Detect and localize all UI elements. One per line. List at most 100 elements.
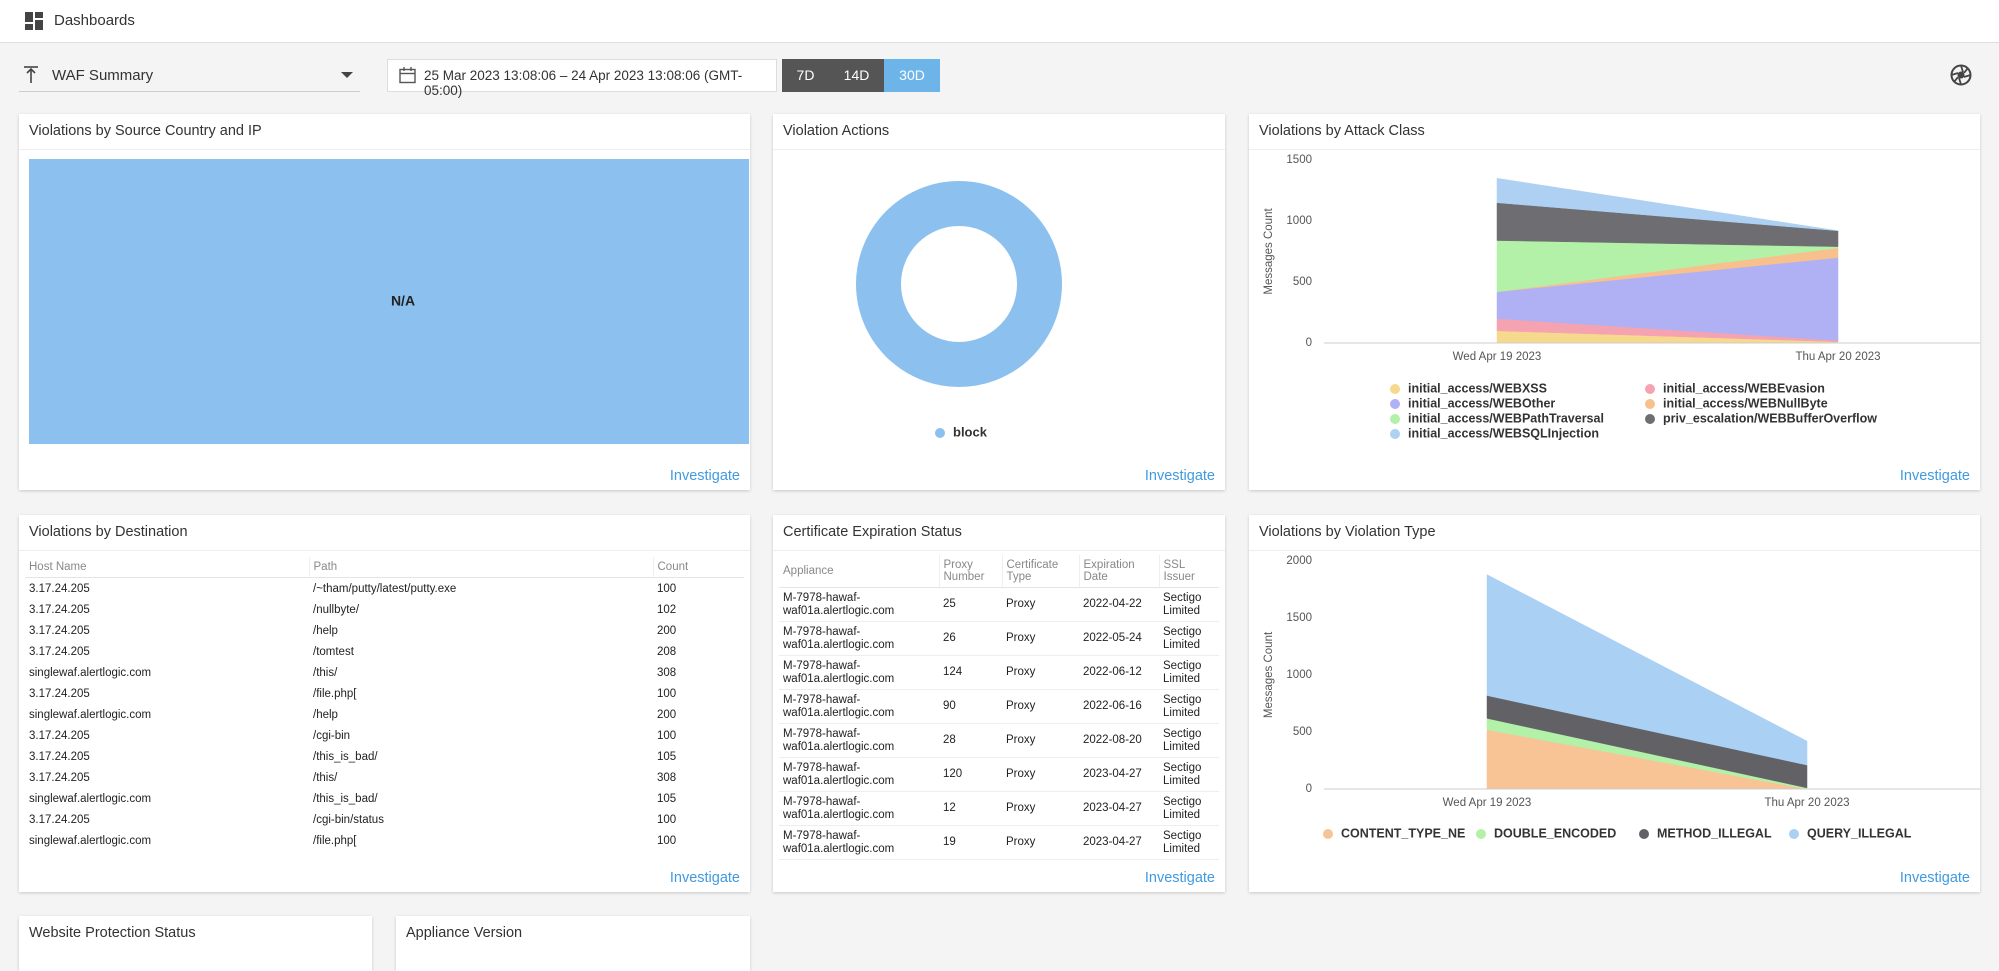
table-cell: 124 bbox=[939, 655, 1002, 690]
table-cell: Sectigo Limited bbox=[1159, 723, 1219, 758]
table-cell: /this_is_bad/ bbox=[313, 792, 378, 805]
legend-label: QUERY_ILLEGAL bbox=[1807, 826, 1912, 840]
table-cell: M-7978-hawaf-waf01a.alertlogic.com bbox=[779, 587, 939, 622]
investigate-link[interactable]: Investigate bbox=[1899, 468, 1970, 484]
table-cell: 90 bbox=[939, 689, 1002, 724]
table-cell: 100 bbox=[657, 834, 677, 847]
panel: Certificate Expiration Status Appliance P… bbox=[773, 515, 1225, 892]
table-cell: /this/ bbox=[313, 666, 338, 679]
table-cell: /cgi-bin bbox=[313, 729, 351, 742]
x-tick-label: Wed Apr 19 2023 bbox=[1453, 351, 1542, 363]
table-cell: 308 bbox=[657, 771, 677, 784]
table-cell: M-7978-hawaf-waf01a.alertlogic.com bbox=[779, 689, 939, 724]
table-row: M-7978-hawaf-waf01a.alertlogic.com 124 Pro… bbox=[779, 655, 1219, 690]
table-cell: Proxy bbox=[1002, 757, 1079, 792]
y-tick-label: 2000 bbox=[1286, 555, 1312, 567]
header: Dashboards bbox=[0, 0, 1999, 43]
column-header: Path bbox=[309, 557, 654, 578]
y-tick-label: 1500 bbox=[1286, 612, 1312, 624]
table-cell: 200 bbox=[657, 708, 677, 721]
panel-title: Certificate Expiration Status bbox=[773, 515, 1225, 551]
table-cell: 3.17.24.205 bbox=[29, 813, 90, 826]
panel: Appliance Version bbox=[396, 916, 750, 971]
panel-title: Violations by Destination bbox=[19, 515, 750, 551]
x-tick-label: Thu Apr 20 2023 bbox=[1764, 797, 1849, 809]
legend-marker bbox=[1789, 829, 1799, 839]
table-cell: singlewaf.alertlogic.com bbox=[29, 834, 152, 847]
legend-label: priv_escalation/WEBBufferOverflow bbox=[1663, 411, 1877, 425]
x-tick-label: Thu Apr 20 2023 bbox=[1795, 351, 1880, 363]
table-cell: 120 bbox=[939, 757, 1002, 792]
table-row: 3.17.24.205/tomtest 208 bbox=[25, 641, 744, 662]
table-cell: 105 bbox=[657, 750, 677, 763]
table-cell: /tomtest bbox=[313, 645, 354, 658]
dashboard-icon bbox=[25, 12, 43, 30]
panel-title: Appliance Version bbox=[406, 925, 523, 941]
table-cell: 3.17.24.205 bbox=[29, 582, 90, 595]
column-header: Certificate Type bbox=[1002, 555, 1080, 588]
table-cell: 2022-06-12 bbox=[1079, 655, 1159, 690]
investigate-link[interactable]: Investigate bbox=[1144, 468, 1215, 484]
table-wrap: Appliance Proxy Number Certificate Type Exp… bbox=[779, 551, 1219, 864]
y-axis-label: Messages Count bbox=[1263, 208, 1275, 295]
table-cell: 12 bbox=[939, 791, 1002, 826]
table-cell: /help bbox=[313, 708, 338, 721]
header-title: Dashboards bbox=[54, 12, 135, 29]
legend-marker bbox=[1476, 829, 1486, 839]
table-cell: 2022-06-16 bbox=[1079, 689, 1159, 724]
investigate-link[interactable]: Investigate bbox=[1899, 870, 1970, 886]
y-tick-label: 1500 bbox=[1286, 154, 1312, 166]
legend-label: initial_access/WEBSQLInjection bbox=[1408, 426, 1599, 440]
donut-slice bbox=[856, 181, 1062, 387]
table-cell: 3.17.24.205 bbox=[29, 729, 90, 742]
table-cell: 3.17.24.205 bbox=[29, 687, 90, 700]
range-button[interactable]: 30D bbox=[884, 59, 940, 92]
table-body: M-7978-hawaf-waf01a.alertlogic.com 25 Prox… bbox=[779, 587, 1219, 860]
table-cell: 3.17.24.205 bbox=[29, 624, 90, 637]
range-button[interactable]: 7D bbox=[782, 59, 829, 92]
column-header: SSL Issuer bbox=[1159, 555, 1219, 588]
y-tick-label: 0 bbox=[1306, 337, 1312, 349]
table-cell: M-7978-hawaf-waf01a.alertlogic.com bbox=[779, 621, 939, 656]
y-tick-label: 0 bbox=[1306, 783, 1312, 795]
legend-label: METHOD_ILLEGAL bbox=[1657, 826, 1772, 840]
select-icon bbox=[24, 66, 38, 83]
table-cell: Sectigo Limited bbox=[1159, 825, 1219, 860]
panel: Violations by Destination Host Name Path C… bbox=[19, 515, 750, 892]
panel: Violations by Attack Class 0 500 1000 1500 M… bbox=[1249, 114, 1980, 490]
table-cell: Proxy bbox=[1002, 791, 1079, 826]
panel-title: Violations by Violation Type bbox=[1249, 515, 1980, 551]
table-cell: 26 bbox=[939, 621, 1002, 656]
table-row: M-7978-hawaf-waf01a.alertlogic.com 19 Prox… bbox=[779, 825, 1219, 860]
legend-marker bbox=[1390, 429, 1400, 439]
dashboard-name: WAF Summary bbox=[52, 67, 154, 84]
table-row: singlewaf.alertlogic.com/help 200 bbox=[25, 704, 744, 725]
legend-marker bbox=[1323, 829, 1333, 839]
table-cell: 2022-04-22 bbox=[1079, 587, 1159, 622]
table-row: 3.17.24.205 /~tham/putty/latest/putty.exe… bbox=[25, 578, 744, 600]
investigate-link[interactable]: Investigate bbox=[669, 468, 740, 484]
table-cell: /file.php[ bbox=[313, 687, 357, 700]
table-cell: M-7978-hawaf-waf01a.alertlogic.com bbox=[779, 655, 939, 690]
date-picker[interactable]: 25 Mar 2023 13:08:06 – 24 Apr 2023 13:08… bbox=[387, 59, 777, 98]
date-range: 25 Mar 2023 13:08:06 – 24 Apr 2023 13:08… bbox=[424, 68, 743, 98]
legend-label: initial_access/WEBOther bbox=[1408, 396, 1555, 410]
y-tick-label: 1000 bbox=[1286, 215, 1312, 227]
table-cell: singlewaf.alertlogic.com bbox=[29, 708, 152, 721]
investigate-link[interactable]: Investigate bbox=[1144, 870, 1215, 886]
legend-marker bbox=[1390, 399, 1400, 409]
panel: Violation Actions block Investigate bbox=[773, 114, 1225, 490]
table-cell: 3.17.24.205 bbox=[29, 603, 90, 616]
dashboard-select[interactable]: WAF Summary bbox=[19, 59, 360, 92]
placeholder: N/A bbox=[391, 293, 415, 309]
investigate-link[interactable]: Investigate bbox=[669, 870, 740, 886]
table-body: 3.17.24.205 /~tham/putty/latest/putty.exe… bbox=[25, 578, 744, 852]
range-button[interactable]: 14D bbox=[829, 59, 884, 92]
y-tick-label: 500 bbox=[1293, 276, 1312, 288]
settings-icon[interactable] bbox=[1950, 64, 1972, 86]
table-cell: Sectigo Limited bbox=[1159, 757, 1219, 792]
panel-title: Violation Actions bbox=[773, 114, 1225, 150]
table-cell: 3.17.24.205 bbox=[29, 750, 90, 763]
table-row: 3.17.24.205/nullbyte/102 bbox=[25, 599, 744, 620]
legend-marker bbox=[1639, 829, 1649, 839]
